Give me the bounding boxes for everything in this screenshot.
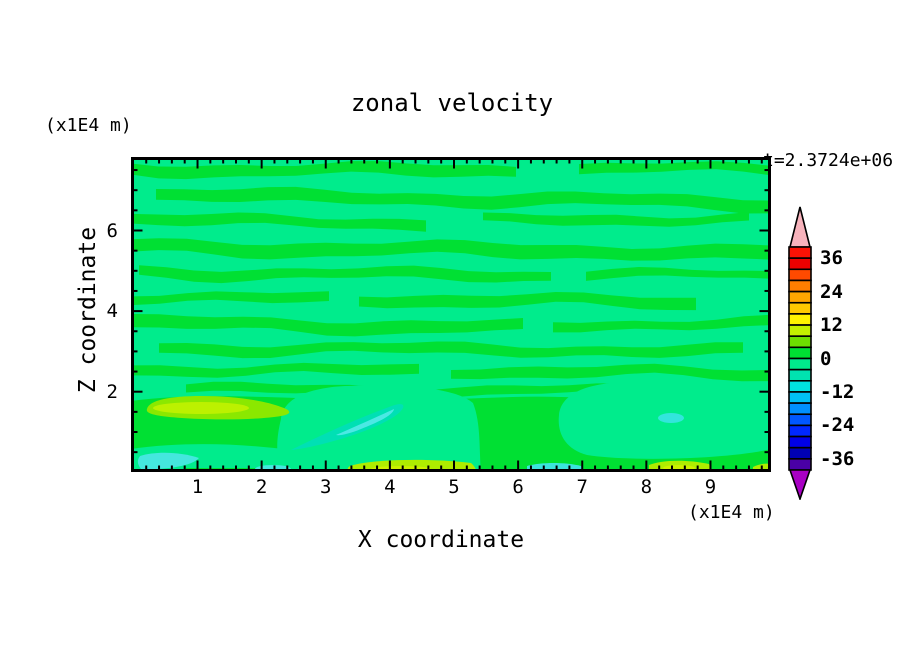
y-axis-unit-label: (x1E4 m) bbox=[45, 115, 132, 136]
time-annotation: t=2.3724e+06 bbox=[763, 150, 894, 171]
x-tick-label: 9 bbox=[704, 476, 717, 498]
field-positive-band-streaks bbox=[131, 161, 771, 399]
colorbar-segment bbox=[788, 435, 812, 449]
x-tick-label: 2 bbox=[255, 476, 268, 498]
colorbar-segments bbox=[788, 246, 812, 471]
field-streak bbox=[359, 292, 696, 311]
x-tick-label: 4 bbox=[384, 476, 396, 498]
colorbar-segment bbox=[788, 246, 812, 259]
max-blob-core bbox=[153, 402, 249, 414]
x-tick-label: 1 bbox=[191, 476, 204, 498]
plot-title: zonal velocity bbox=[350, 89, 554, 117]
x-tick-label: 7 bbox=[576, 476, 588, 498]
field-streak bbox=[131, 238, 771, 261]
field-streak bbox=[586, 267, 771, 281]
min-wedge-outer bbox=[291, 404, 404, 450]
colorbar-tick-label: -36 bbox=[820, 447, 855, 470]
y-tick-label: 4 bbox=[106, 300, 118, 323]
colorbar-tick-label: 0 bbox=[820, 347, 832, 370]
bottom-center-negative-lobe bbox=[277, 385, 481, 472]
field-streak bbox=[451, 363, 771, 382]
field-streak bbox=[131, 314, 523, 337]
colorbar-segment bbox=[788, 279, 812, 293]
field-streak bbox=[483, 212, 749, 227]
x-tick-label: 3 bbox=[320, 476, 332, 498]
min-wedge-core bbox=[336, 409, 394, 436]
x-axis-unit-label: (x1E4 m) bbox=[688, 502, 775, 523]
field-streak bbox=[159, 341, 743, 359]
colorbar-segment bbox=[788, 380, 812, 393]
colorbar-tick-label: 24 bbox=[820, 280, 843, 303]
field-streak bbox=[553, 314, 771, 333]
y-tick-label: 6 bbox=[106, 219, 118, 242]
field-streak bbox=[131, 362, 419, 378]
colorbar-segment bbox=[788, 391, 812, 404]
colorbar-tick-label: -12 bbox=[820, 380, 855, 403]
colorbar-segment bbox=[788, 368, 812, 382]
colorbar-segment bbox=[788, 413, 812, 427]
colorbar-segment bbox=[788, 290, 812, 304]
min-spot-right bbox=[658, 413, 684, 423]
colorbar-segment bbox=[788, 257, 812, 271]
plot-frame bbox=[131, 157, 771, 472]
colorbar-segment bbox=[788, 424, 812, 438]
colorbar-segment bbox=[788, 301, 812, 315]
x-axis-title: X coordinate bbox=[357, 527, 525, 553]
field-streak bbox=[156, 186, 771, 214]
x-tick-label: 6 bbox=[512, 476, 524, 498]
field-streak bbox=[139, 265, 551, 284]
field-streak bbox=[131, 291, 329, 306]
colorbar-tick-label: 12 bbox=[820, 314, 843, 337]
field-streak bbox=[131, 212, 426, 232]
colorbar-segment bbox=[788, 402, 812, 416]
x-tick-label: 5 bbox=[448, 476, 460, 498]
colorbar-over-arrow bbox=[788, 206, 812, 248]
colorbar-segment bbox=[788, 458, 812, 471]
field-streak bbox=[579, 161, 771, 176]
colorbar-segment bbox=[788, 335, 812, 349]
colorbar-segment bbox=[788, 313, 812, 326]
contour-plot bbox=[131, 157, 771, 472]
colorbar-tick-label: 36 bbox=[820, 247, 843, 270]
colorbar-segment bbox=[788, 324, 812, 338]
cyan-lens-lower-left bbox=[137, 452, 199, 470]
colorbar-segment bbox=[788, 268, 812, 282]
colorbar-tick-label: -24 bbox=[820, 414, 855, 437]
colorbar bbox=[788, 206, 812, 500]
x-tick-label: 8 bbox=[640, 476, 653, 498]
field-streak bbox=[131, 161, 516, 180]
y-tick-label: 2 bbox=[106, 380, 118, 403]
colorbar-segment bbox=[788, 346, 812, 360]
colorbar-under-arrow bbox=[788, 469, 812, 500]
colorbar-segment bbox=[788, 357, 812, 371]
colorbar-segment bbox=[788, 446, 812, 460]
